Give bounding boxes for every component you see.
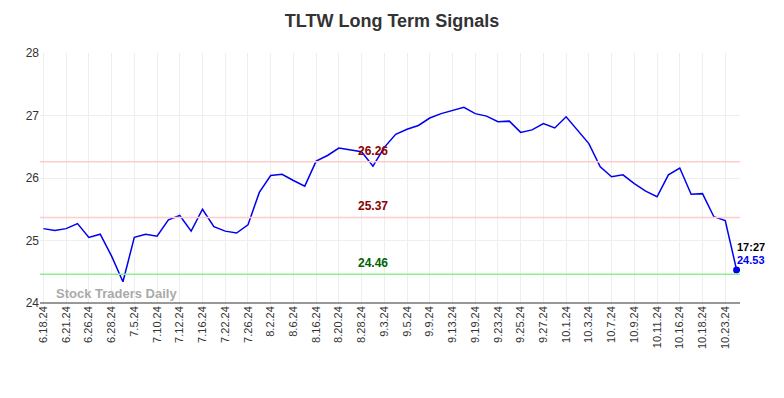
svg-text:8.20.24: 8.20.24 — [332, 306, 344, 343]
svg-text:10.7.24: 10.7.24 — [605, 306, 617, 343]
svg-text:10.9.24: 10.9.24 — [628, 306, 640, 343]
svg-text:24: 24 — [26, 296, 40, 310]
svg-text:TLTW Long Term Signals: TLTW Long Term Signals — [285, 11, 499, 31]
svg-text:26.26: 26.26 — [358, 144, 388, 158]
svg-text:7.5.24: 7.5.24 — [128, 306, 140, 337]
svg-text:8.28.24: 8.28.24 — [355, 306, 367, 343]
svg-text:9.19.24: 9.19.24 — [469, 306, 481, 343]
svg-text:6.26.24: 6.26.24 — [82, 306, 94, 343]
svg-text:10.16.24: 10.16.24 — [673, 306, 685, 349]
svg-text:9.23.24: 9.23.24 — [492, 306, 504, 343]
svg-text:7.22.24: 7.22.24 — [219, 306, 231, 343]
svg-text:8.6.24: 8.6.24 — [287, 306, 299, 337]
svg-text:24.53: 24.53 — [737, 254, 765, 266]
svg-text:28: 28 — [26, 46, 40, 60]
svg-text:8.2.24: 8.2.24 — [264, 306, 276, 337]
svg-text:9.27.24: 9.27.24 — [537, 306, 549, 343]
svg-text:6.21.24: 6.21.24 — [60, 306, 72, 343]
svg-text:27: 27 — [26, 109, 40, 123]
svg-text:9.5.24: 9.5.24 — [401, 306, 413, 337]
svg-text:9.9.24: 9.9.24 — [423, 306, 435, 337]
svg-text:Stock Traders Daily: Stock Traders Daily — [56, 286, 177, 301]
svg-text:26: 26 — [26, 171, 40, 185]
svg-text:25.37: 25.37 — [358, 199, 388, 213]
svg-text:10.11.24: 10.11.24 — [651, 306, 663, 348]
svg-text:24.46: 24.46 — [358, 256, 388, 270]
svg-text:6.28.24: 6.28.24 — [105, 306, 117, 343]
svg-text:7.12.24: 7.12.24 — [173, 306, 185, 343]
svg-text:17:27: 17:27 — [737, 241, 765, 253]
svg-text:6.18.24: 6.18.24 — [37, 306, 49, 343]
svg-text:9.13.24: 9.13.24 — [446, 306, 458, 343]
svg-text:7.26.24: 7.26.24 — [242, 306, 254, 343]
svg-text:8.16.24: 8.16.24 — [310, 306, 322, 343]
svg-text:10.23.24: 10.23.24 — [719, 306, 731, 349]
svg-text:7.16.24: 7.16.24 — [196, 306, 208, 343]
svg-text:9.3.24: 9.3.24 — [378, 306, 390, 337]
svg-text:10.18.24: 10.18.24 — [696, 306, 708, 349]
svg-text:10.3.24: 10.3.24 — [582, 306, 594, 343]
svg-text:9.25.24: 9.25.24 — [514, 306, 526, 343]
svg-text:7.10.24: 7.10.24 — [151, 306, 163, 343]
svg-text:25: 25 — [26, 234, 40, 248]
svg-text:10.1.24: 10.1.24 — [560, 306, 572, 343]
